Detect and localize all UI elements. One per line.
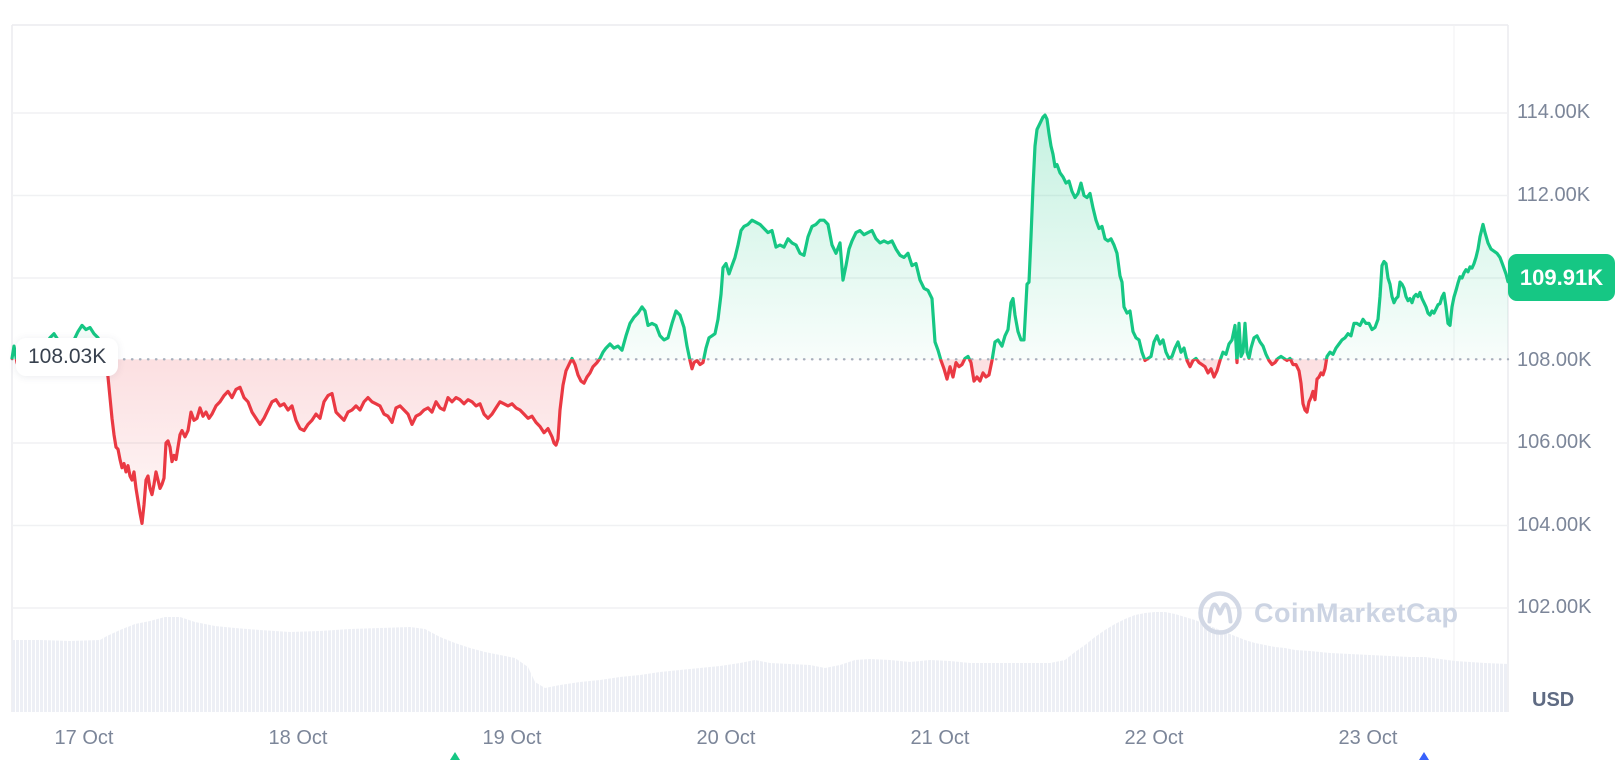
volume-area	[12, 612, 1508, 712]
y-axis-label-108.00K: 108.00K	[1517, 348, 1592, 371]
x-axis-label-22-Oct: 22 Oct	[1124, 727, 1184, 749]
x-axis-label-20-Oct: 20 Oct	[696, 727, 756, 749]
y-axis-label-112.00K: 112.00K	[1517, 183, 1591, 206]
y-axis-label-102.00K: 102.00K	[1517, 596, 1592, 618]
baseline-price-label: 108.03K	[16, 338, 119, 376]
watermark-text: CoinMarketCap	[1254, 597, 1459, 628]
x-axis-label-18-Oct: 18 Oct	[268, 727, 328, 749]
current-price-badge: 109.91K	[1508, 254, 1615, 301]
x-axis-label-21-Oct: 21 Oct	[910, 727, 970, 749]
price-area-below-baseline	[12, 359, 1508, 524]
price-area-above-baseline	[12, 115, 1508, 360]
green-up-triangle	[450, 752, 460, 760]
currency-unit-label: USD	[1532, 689, 1575, 711]
x-axis-label-19-Oct: 19 Oct	[482, 727, 542, 749]
coinmarketcap-watermark: CoinMarketCap	[1197, 590, 1459, 636]
blue-up-triangle	[1419, 752, 1429, 760]
price-line-red	[10, 359, 1329, 525]
y-axis-label-114.00K: 114.00K	[1517, 101, 1591, 123]
x-axis-label-17-Oct: 17 Oct	[54, 727, 114, 749]
coinmarketcap-logo-icon	[1198, 591, 1242, 635]
price-line-green	[10, 113, 1510, 360]
y-axis-label-104.00K: 104.00K	[1517, 513, 1592, 536]
x-axis-label-23-Oct: 23 Oct	[1338, 727, 1398, 749]
y-axis-label-106.00K: 106.00K	[1517, 431, 1592, 453]
